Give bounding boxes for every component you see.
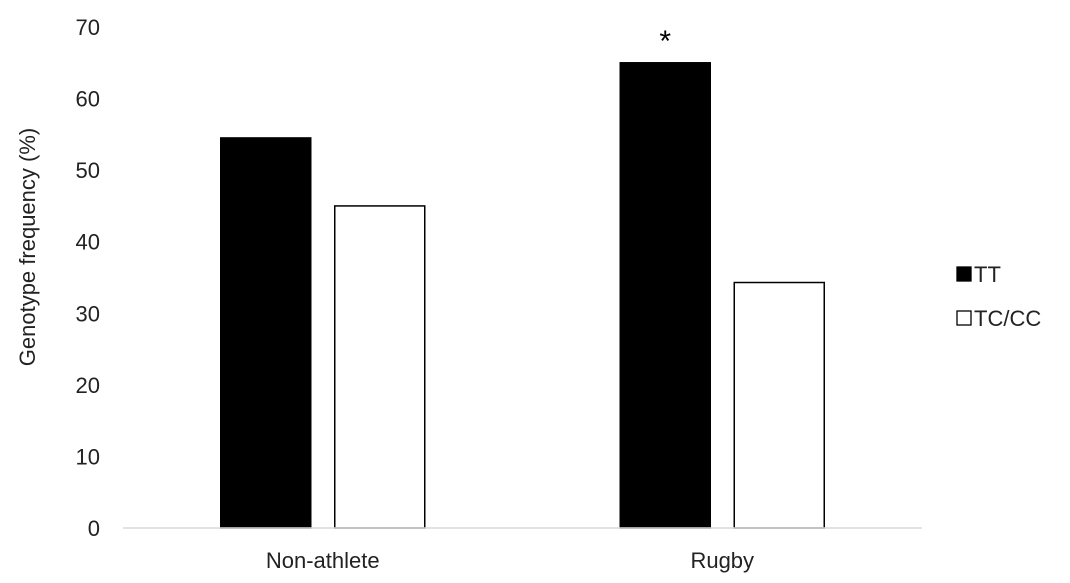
bar-non-athlete-tc-cc — [334, 205, 426, 529]
legend-label-tc-cc: TC/CC — [974, 306, 1041, 331]
y-tick-label: 30 — [76, 301, 100, 326]
bar-rugby-tc-cc — [733, 281, 825, 529]
x-axis-ticks: Non-athlete Rugby — [266, 548, 754, 573]
bar-rugby-tt — [619, 62, 711, 529]
annotations: * — [659, 25, 671, 58]
x-tick-label-non-athlete: Non-athlete — [266, 548, 380, 573]
y-tick-label: 60 — [76, 87, 100, 112]
legend-swatch-tt — [956, 266, 972, 282]
y-tick-label: 0 — [88, 516, 100, 541]
y-tick-label: 10 — [76, 444, 100, 469]
x-tick-label-rugby: Rugby — [690, 548, 754, 573]
y-tick-label: 70 — [76, 15, 100, 40]
bars — [220, 62, 825, 529]
bar-non-athlete-tt — [220, 137, 312, 529]
legend-label-tt: TT — [974, 262, 1001, 287]
y-tick-label: 50 — [76, 158, 100, 183]
y-tick-label: 40 — [76, 230, 100, 255]
legend: TT TC/CC — [956, 262, 1041, 331]
y-axis-ticks: 0 10 20 30 40 50 60 70 — [76, 15, 100, 541]
legend-swatch-tc-cc — [956, 310, 972, 326]
y-tick-label: 20 — [76, 373, 100, 398]
y-axis-title: Genotype frequency (%) — [15, 128, 40, 366]
significance-marker: * — [659, 25, 671, 58]
